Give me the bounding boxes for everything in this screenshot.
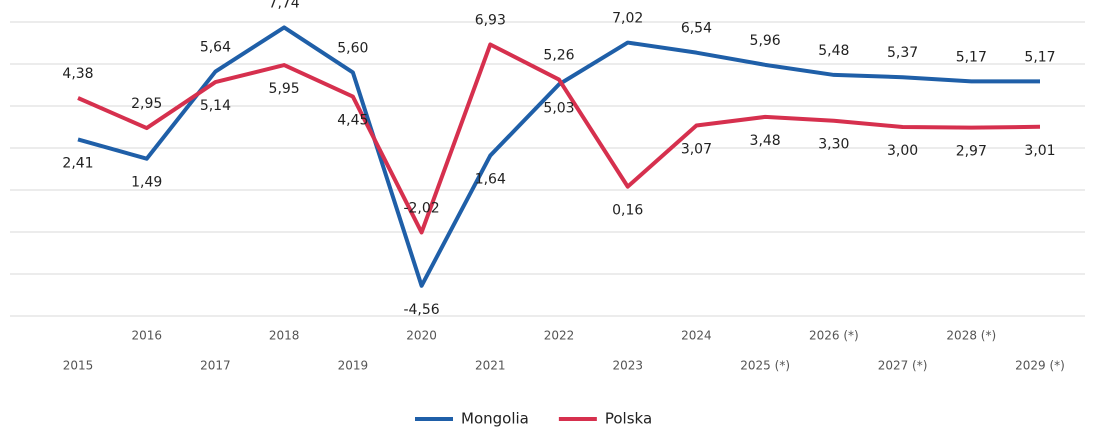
data-label: -2,02 xyxy=(403,200,439,216)
data-label: 5,64 xyxy=(200,40,231,56)
x-tick-label: 2023 xyxy=(612,359,643,373)
data-label: 1,64 xyxy=(475,172,506,188)
data-label: 1,49 xyxy=(131,175,162,191)
series-line xyxy=(77,42,1041,235)
data-label: 2,41 xyxy=(62,155,93,171)
data-label: 6,93 xyxy=(475,12,506,28)
legend-label: Polska xyxy=(605,410,652,428)
x-tick-label: 2018 xyxy=(269,329,300,343)
data-label: 7,74 xyxy=(269,0,300,11)
x-tick-label: 2027 (*) xyxy=(878,359,928,373)
data-label: 5,60 xyxy=(337,40,368,56)
x-tick-label: 2015 xyxy=(63,359,94,373)
x-tick-label: 2029 (*) xyxy=(1015,359,1065,373)
data-label: 5,03 xyxy=(543,100,574,116)
x-tick-label: 2017 xyxy=(200,359,231,373)
x-tick-label: 2024 xyxy=(681,329,712,343)
data-label: 5,26 xyxy=(543,48,574,64)
data-label: 5,37 xyxy=(887,45,918,61)
series-line xyxy=(77,25,1040,288)
data-label: 5,17 xyxy=(1024,49,1055,65)
data-label: 5,17 xyxy=(956,49,987,65)
data-label: 5,48 xyxy=(818,43,849,59)
x-tick-label: 2022 xyxy=(544,329,575,343)
x-tick-label: 2026 (*) xyxy=(809,329,859,343)
legend-label: Mongolia xyxy=(461,410,529,428)
data-label: 5,95 xyxy=(269,81,300,97)
x-tick-label: 2028 (*) xyxy=(946,329,996,343)
data-label: 3,07 xyxy=(681,142,712,158)
data-label: 0,16 xyxy=(612,203,643,219)
data-label: 3,01 xyxy=(1024,143,1055,159)
data-label: 3,00 xyxy=(887,143,918,159)
data-label: 2,95 xyxy=(131,96,162,112)
data-label: 4,38 xyxy=(62,66,93,82)
data-label: 6,54 xyxy=(681,21,712,37)
data-label: 2,97 xyxy=(956,144,987,160)
data-label: -4,56 xyxy=(403,302,439,318)
data-label: 4,45 xyxy=(337,113,368,129)
data-label: 5,96 xyxy=(750,33,781,49)
x-tick-label: 2021 xyxy=(475,359,506,373)
x-tick-label: 2016 xyxy=(131,329,162,343)
x-tick-label: 2019 xyxy=(338,359,369,373)
data-label: 3,48 xyxy=(750,133,781,149)
x-tick-label: 2025 (*) xyxy=(740,359,790,373)
data-label: 3,30 xyxy=(818,137,849,153)
x-tick-label: 2020 xyxy=(406,329,437,343)
data-label: 5,14 xyxy=(200,98,231,114)
data-label: 7,02 xyxy=(612,11,643,27)
